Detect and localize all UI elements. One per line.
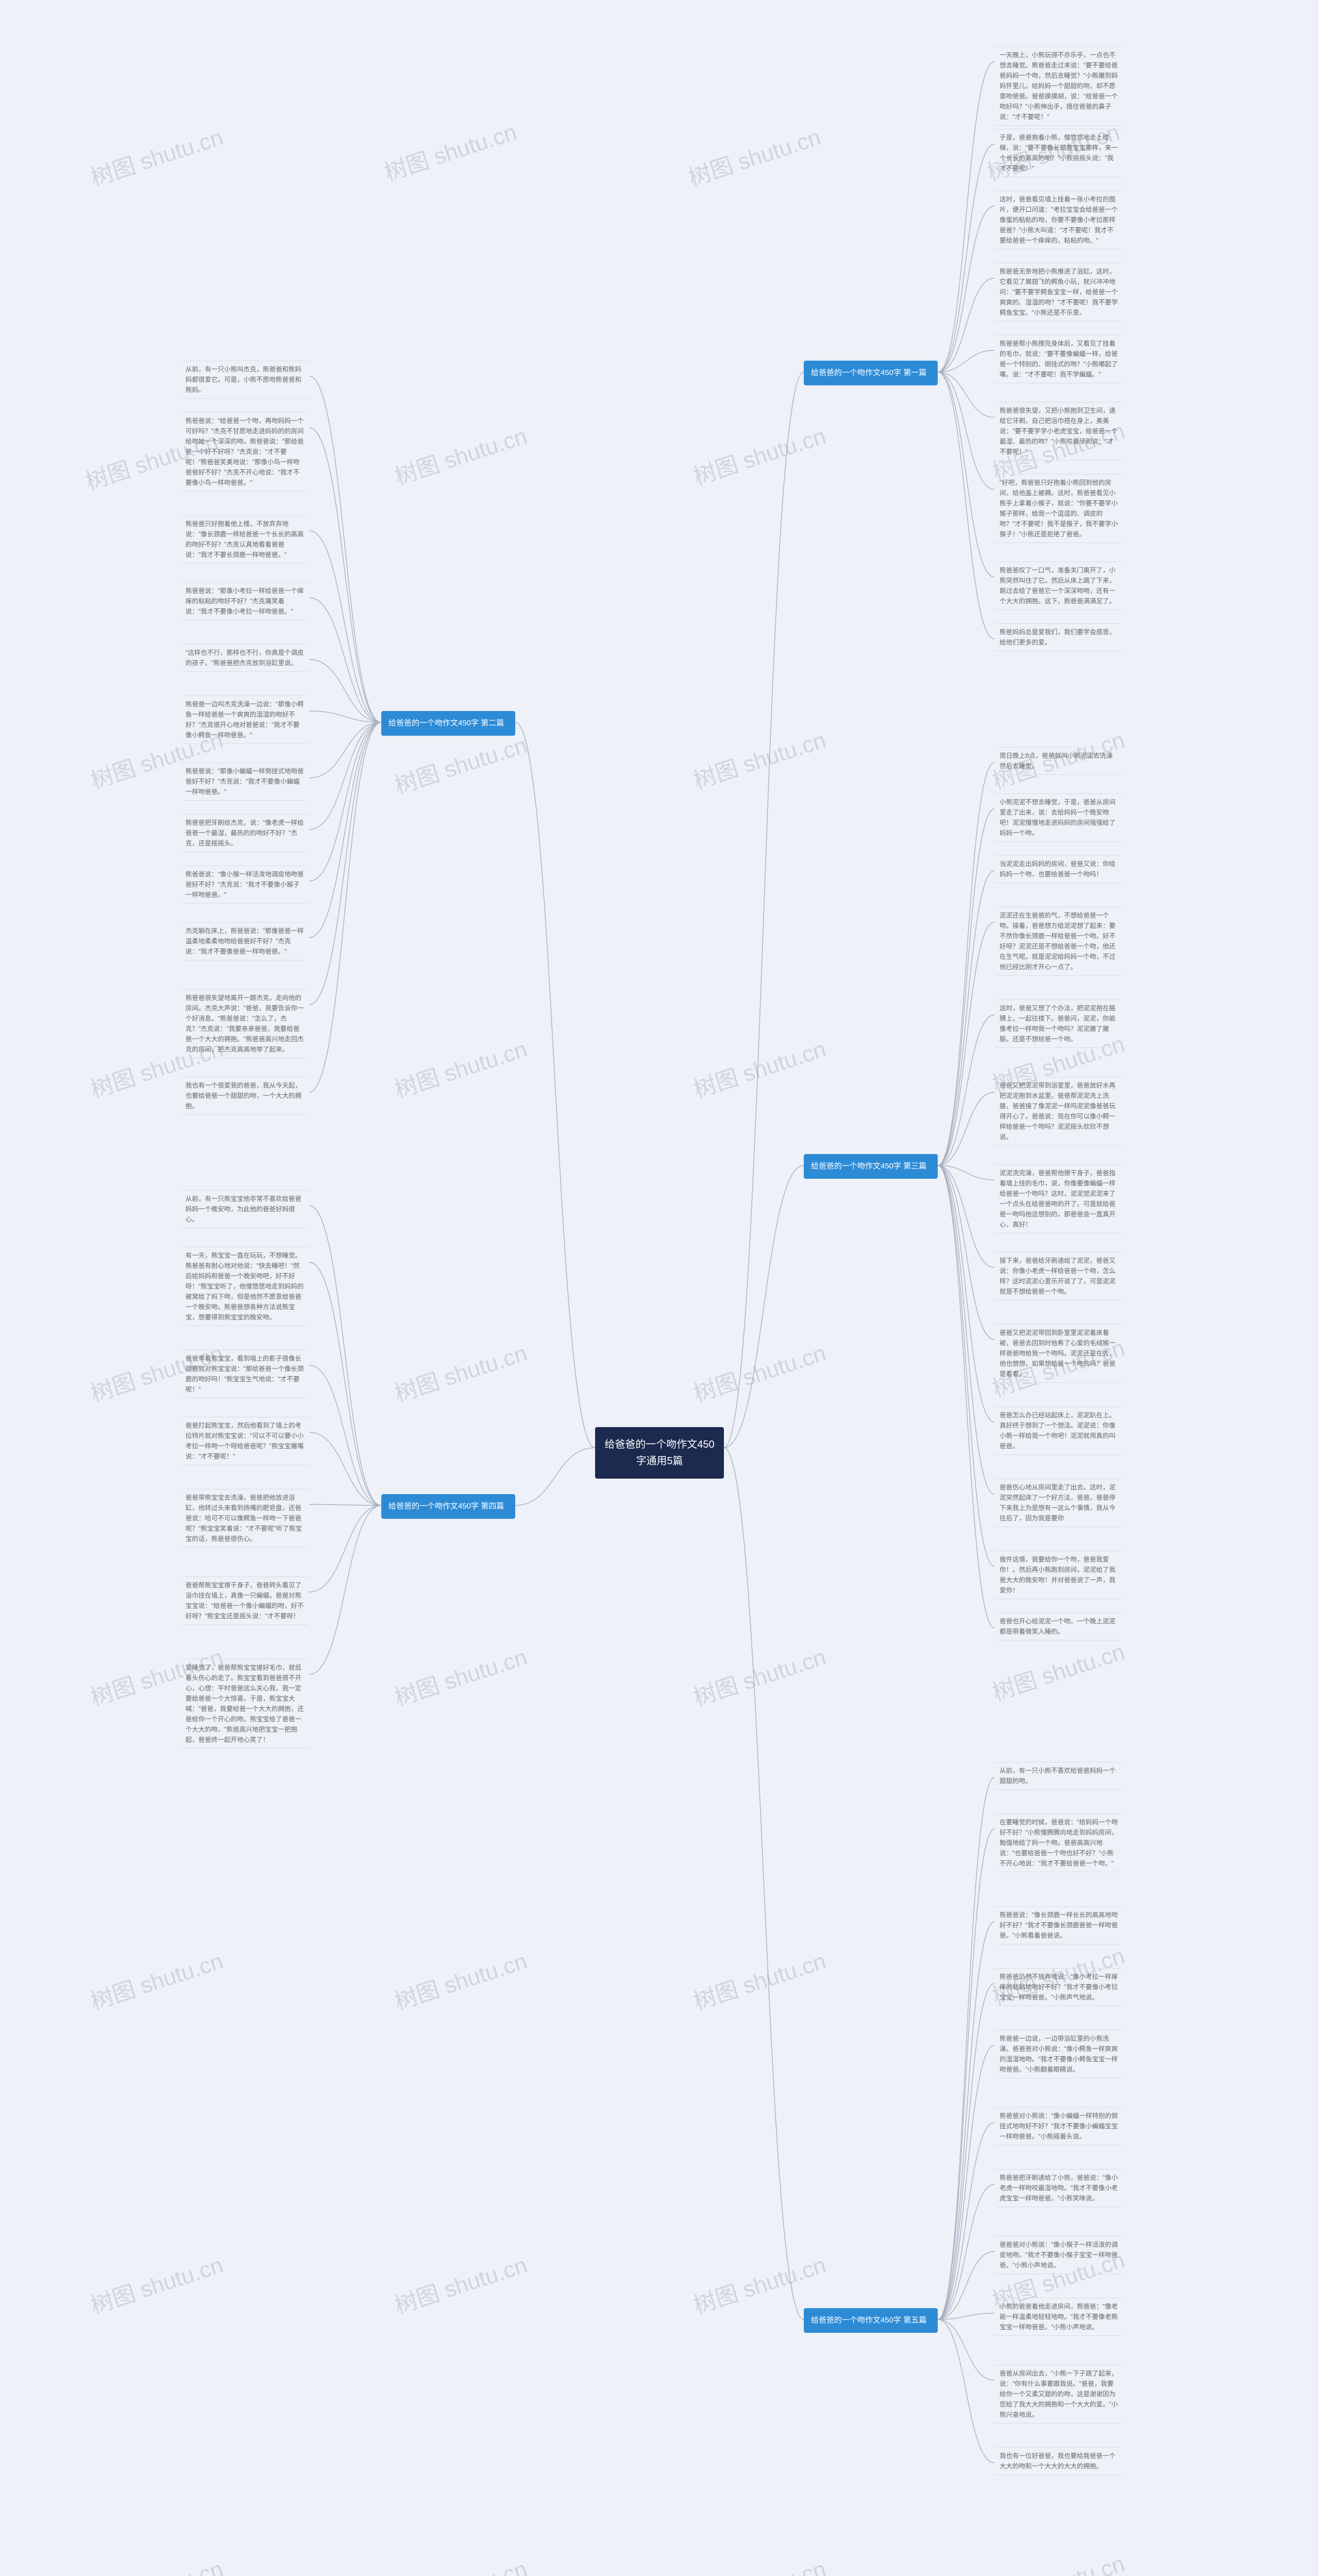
leaf-node: 熊爸爸说："那像小蝙蝠一样倒挂式地吻爸爸好不好？"杰克说："我才不要像小蝙蝠一样… [180,762,309,801]
watermark: 树图 shutu.cn [988,2545,1128,2576]
leaf-node: 这时，爸爸看见墙上挂着一张小考拉的图片，便开口问道："考拉宝宝会给爸爸一个像蜜的… [994,191,1123,249]
watermark: 树图 shutu.cn [689,721,830,795]
leaf-node: 爸爸又把泥泥带回到卧室里泥泥着床着被，爸爸去回到时他希了心爱的毛绒猴一样爸爸吻给… [994,1324,1123,1383]
watermark: 树图 shutu.cn [684,118,824,192]
leaf-node: 爸爸又把泥泥带到浴室里，爸爸放好水再把泥泥抱到水盆里。爸爸帮泥泥洗上洗胳，爸爸接… [994,1077,1123,1146]
watermark: 树图 shutu.cn [380,113,520,187]
root-node[interactable]: 给爸爸的一个吻作文450字通用5篇 [595,1427,724,1479]
leaf-node: 熊爸爸对小熊说："像小蝙蝠一样特别的倒挂式地吻好不好？"我才不要像小蝙蝠宝宝一样… [994,2107,1123,2145]
leaf-node: 熊爸爸一边说，一边带浴缸里的小熊洗澡。爸爸爸对小熊说："像小鳄鱼一样爽爽的湿湿地… [994,2030,1123,2078]
leaf-node: 熊爸爸无奈地把小熊推进了浴缸。这时，它看见了展翅飞的鳄鱼小玩，就兴冲冲地问："要… [994,263,1123,321]
leaf-node: 我也有一位好爸爸，我也要给我爸爸一个大大的吻和一个大大的大大的拥抱。 [994,2447,1123,2475]
leaf-node: 爸爸举着熊宝宝，看到墙上的影子很像长颈鹿就对熊宝宝说："那给爸爸一个像长颈鹿的吻… [180,1350,309,1398]
leaf-node: 一天晚上，小熊玩得不亦乐乎，一点也不想去睡觉。熊爸爸走过来说："要不要给爸爸妈妈… [994,46,1123,126]
branch-node[interactable]: 给爸爸的一个吻作文450字 第三篇 [804,1154,938,1179]
leaf-node: 熊爸爸说："给爸爸一个吻，再吻妈妈一个可好吗？"杰克不甘愿地走进妈妈的的房间给吻… [180,412,309,492]
leaf-node: "这样也不行，那样也不行，你真是个调皮的孩子。"熊爸爸把杰克放到浴缸里说。 [180,644,309,672]
leaf-node: 周日晚上8点，爸爸就叫小熊泥泥去洗澡然后去睡觉。 [994,747,1123,775]
watermark: 树图 shutu.cn [390,1334,531,1408]
leaf-node: 我也有一个很爱我的爸爸，我从今天起，也要给爸爸一个甜甜的吻，一个大大的拥抱。 [180,1077,309,1115]
leaf-node: 熊爸爸把牙刷递给了小熊，爸爸说："像小老虎一样吻咬最湿地吻。"我才不要像小老虎宝… [994,2169,1123,2207]
leaf-node: 当泥泥走出妈妈的房间，爸爸又说：你给妈妈一个吻，也要给爸爸一个吻吗！ [994,855,1123,883]
leaf-node: 小熊的爸爸着他走进房间，熊爸爸："像老能一样温柔地轻轻地吻。"我才不要像老熊宝宝… [994,2298,1123,2336]
leaf-node: 爸爸爸对小熊说："像小猴子一样活泼的调皮地吻。"我才不要像小猴子宝宝一样吻爸爸。… [994,2236,1123,2274]
watermark: 树图 shutu.cn [390,1942,531,2016]
leaf-node: 爸爸从房间出去，"小熊一下子跳了起来，说："你有什么事要跟我说。"爸爸，我要给你… [994,2365,1123,2424]
leaf-node: 做件这情，我要给你一个吻，爸爸我爱你！。然后再小熊跑到房间，泥泥给了我爸大大的晚… [994,1551,1123,1599]
leaf-node: 杰克躺在床上，熊爸爸说："那像爸爸一样温柔地柔柔地吻给爸爸好不好？"杰克说："我… [180,922,309,960]
leaf-node: 爸爸帮熊宝宝擦干身子，爸爸转头看见了浴巾挂在墙上，真像一只蝙蝠，爸爸对熊宝宝说：… [180,1577,309,1625]
watermark: 树图 shutu.cn [689,1638,830,1712]
leaf-node: 爸爸也开心给泥泥一个吻。一个晚上泥泥都是带着微笑入睡的。 [994,1613,1123,1640]
branch-node[interactable]: 给爸爸的一个吻作文450字 第四篇 [381,1494,515,1519]
leaf-node: "好吧，熊爸爸只好抱着小熊回到他的房间，给他盖上被褥。这时，熊爸爸看见小熊手上拿… [994,474,1123,543]
leaf-node: 熊爸爸说："那像小考拉一样给爸爸一个痒痒的粘粘的吻好不好？"杰克痛笑着说："我才… [180,582,309,620]
branch-node[interactable]: 给爸爸的一个吻作文450字 第二篇 [381,711,515,736]
watermark: 树图 shutu.cn [390,1638,531,1712]
leaf-node: 有一天，熊宝宝一直在玩玩，不想睡觉。熊爸爸有耐心地对他说："快去睡吧！"然后给妈… [180,1247,309,1326]
leaf-node: 熊爸爸帮小熊擦完身体后，又看见了挂着的毛巾，就说："要不要像蝙蝠一样，给爸爸一个… [994,335,1123,383]
branch-node[interactable]: 给爸爸的一个吻作文450字 第五篇 [804,2308,938,2333]
leaf-node: 接下来，爸爸给牙刷递给了泥泥，爸爸又说：你像小老虎一样给爸爸一个吻，怎么样？这时… [994,1252,1123,1300]
watermark: 树图 shutu.cn [988,1633,1128,1707]
watermark: 树图 shutu.cn [86,118,227,192]
watermark: 树图 shutu.cn [689,1030,830,1104]
watermark: 树图 shutu.cn [390,726,531,800]
watermark: 树图 shutu.cn [390,417,531,491]
leaf-node: 爸爸怎么办已经站起床上，泥泥趴在上。真好终于想到了一个想法。泥泥说：你像小熊一样… [994,1406,1123,1455]
watermark: 树图 shutu.cn [390,2246,531,2320]
watermark: 树图 shutu.cn [390,2550,531,2576]
leaf-node: 熊爸爸说："像长颈鹿一样长长的高高地吻好不好？"我才不要像长颈鹿爸爸一样吻爸爸。… [994,1906,1123,1944]
leaf-node: 爸爸打起熊宝宝，然后他看到了墙上的考拉特片就对熊宝宝说："可以不可以要小小考拉一… [180,1417,309,1465]
watermark: 树图 shutu.cn [689,1942,830,2016]
leaf-node: 熊爸妈妈总是爱我们，我们要学会感恩，给他们更多的爱。 [994,623,1123,651]
mindmap-canvas: 树图 shutu.cn 树图 shutu.cn 树图 shutu.cn 树图 shut… [0,0,1319,2576]
leaf-node: 熊爸爸一边叫杰克洗澡一边说："那像小鳄鱼一样给爸爸一个爽爽的湿湿的吻好不好？"杰… [180,696,309,744]
leaf-node: 爱睡觉了，爸爸帮熊宝宝搓好毛巾，就低着头伤心的走了。熊宝宝看到爸爸很不开心，心想… [180,1659,309,1749]
watermark: 树图 shutu.cn [86,1942,227,2016]
watermark: 树图 shutu.cn [689,2550,830,2576]
leaf-node: 熊爸爸叹了一口气，准备关门离开了，小熊突然叫住了它。然后从床上跳了下来，跑过去给… [994,562,1123,610]
leaf-node: 熊爸爸只好抱着他上楼，不放弃弃地说："像长颈鹿一样给爸爸一个长长的高高的吻好不好… [180,515,309,564]
watermark: 树图 shutu.cn [390,1030,531,1104]
leaf-node: 熊爸爸把牙刷给杰克，说："像老虎一样给爸爸一个最湿，最热的的吻好不好？"杰克，还… [180,814,309,852]
watermark: 树图 shutu.cn [86,2246,227,2320]
leaf-node: 从前，有一只小熊不喜欢给爸爸妈妈一个甜甜的吻。 [994,1762,1123,1790]
watermark: 树图 shutu.cn [86,2550,227,2576]
watermark: 树图 shutu.cn [689,1334,830,1408]
leaf-node: 爸爸伤心地从房间里走了出去。这时，泥泥突然起床了一个好方法，爸爸，爸爸停下来我上… [994,1479,1123,1527]
leaf-node: 熊爸爸很失望，又把小熊抱到卫生间，递给它牙刷，自己把浴巾搭在身上，美美说："要不… [994,402,1123,461]
leaf-node: 爸爸带熊宝宝去洗澡，爸爸把他放进浴缸，他转过头来看到扬嘴的肥皂盘，还爸爸说：哈可… [180,1489,309,1548]
leaf-node: 熊爸爸仍然不放弃地说："像小考拉一样痒痒的粘粘地吻好不好？"我才不要像小考拉宝宝… [994,1968,1123,2006]
leaf-node: 从前，有一只小熊叫杰克，熊爸爸和熊妈妈都很爱它。可是，小熊不愿吻熊爸爸和熊妈。 [180,361,309,399]
watermark: 树图 shutu.cn [689,417,830,491]
leaf-node: 泥泥还在生爸爸的气，不想给爸爸一个吻。接着，爸爸想方给泥泥想了起来：要不然你像长… [994,907,1123,976]
leaf-node: 泥泥洗完澡，爸爸帮他擦干身子，爸爸指着墙上挂的毛巾，说，你像要像蝙蝠一样给爸爸一… [994,1164,1123,1233]
leaf-node: 从前，有一只熊宝宝他非常不喜欢给爸爸妈妈一个晚安吻，为此他的爸爸好妈很心。 [180,1190,309,1228]
leaf-node: 熊爸爸说："像小猴一样活泼地调皮地吻爸爸好不好？"杰克说："我才不要像小猴子一样… [180,866,309,904]
leaf-node: 熊爸爸很失望地离开一跟杰克，走向他的房间。杰克大声说："爸爸，我要告诉你一个好消… [180,989,309,1058]
leaf-node: 小熊泥泥不想去睡觉，于是，爸爸从房间里走了出来，说：去给妈妈一个晚安吻吧！泥泥慢… [994,793,1123,842]
leaf-node: 于是，爸爸抱着小熊，慢悠悠地走上楼梯，说："要不要像长颈鹿宝宝那样，来一个长长的… [994,129,1123,177]
branch-node[interactable]: 给爸爸的一个吻作文450字 第一篇 [804,361,938,385]
leaf-node: 在要睡觉的时候，爸爸说："给妈妈一个吻好不好？"小熊慢腾腾向地走到妈妈房间，勉强… [994,1814,1123,1872]
leaf-node: 这时，爸爸又想了个办法，把泥泥抱在胳膊上，一起往楼下。爸爸问，泥泥，你能像考拉一… [994,999,1123,1048]
